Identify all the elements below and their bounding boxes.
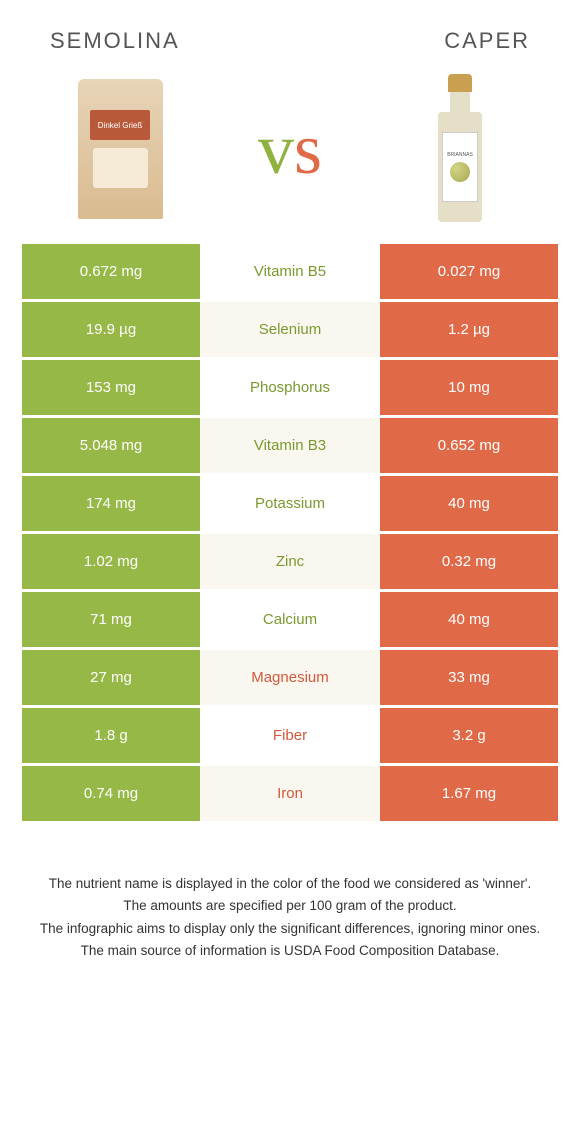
cell-right: 0.027 mg — [380, 244, 558, 299]
cell-left: 1.8 g — [22, 708, 200, 763]
cell-nutrient: Iron — [200, 766, 380, 821]
cell-right: 10 mg — [380, 360, 558, 415]
bottle-label: BRIANNAS — [442, 132, 478, 202]
cell-nutrient: Magnesium — [200, 650, 380, 705]
cell-nutrient: Potassium — [200, 476, 380, 531]
cell-nutrient: Phosphorus — [200, 360, 380, 415]
table-row: 174 mgPotassium40 mg — [22, 476, 558, 531]
table-row: 19.9 µgSelenium1.2 µg — [22, 302, 558, 357]
table-row: 71 mgCalcium40 mg — [22, 592, 558, 647]
cell-left: 27 mg — [22, 650, 200, 705]
bottle-cap — [448, 74, 472, 92]
cell-right: 33 mg — [380, 650, 558, 705]
caper-bottle-icon: BRIANNAS — [435, 74, 485, 224]
cell-right: 0.652 mg — [380, 418, 558, 473]
title-right: Caper — [444, 28, 530, 54]
vs-s: s — [294, 109, 322, 189]
cell-left: 0.672 mg — [22, 244, 200, 299]
cell-right: 40 mg — [380, 476, 558, 531]
bottle-brand: BRIANNAS — [447, 152, 473, 158]
nutrient-table: 0.672 mgVitamin B50.027 mg19.9 µgSeleniu… — [0, 244, 580, 821]
cell-right: 1.67 mg — [380, 766, 558, 821]
cell-left: 153 mg — [22, 360, 200, 415]
cell-left: 0.74 mg — [22, 766, 200, 821]
cell-nutrient: Fiber — [200, 708, 380, 763]
title-left: Semolina — [50, 28, 180, 54]
footer-line: The amounts are specified per 100 gram o… — [30, 896, 550, 916]
vs-v: v — [258, 109, 294, 189]
cell-left: 5.048 mg — [22, 418, 200, 473]
cell-right: 0.32 mg — [380, 534, 558, 589]
cell-left: 1.02 mg — [22, 534, 200, 589]
image-row: Dinkel Grieß vs BRIANNAS — [0, 64, 580, 244]
semolina-bag-icon: Dinkel Grieß — [78, 79, 163, 219]
cell-right: 1.2 µg — [380, 302, 558, 357]
table-row: 27 mgMagnesium33 mg — [22, 650, 558, 705]
table-row: 153 mgPhosphorus10 mg — [22, 360, 558, 415]
table-row: 5.048 mgVitamin B30.652 mg — [22, 418, 558, 473]
cell-nutrient: Vitamin B5 — [200, 244, 380, 299]
cell-left: 174 mg — [22, 476, 200, 531]
cell-left: 71 mg — [22, 592, 200, 647]
table-row: 0.74 mgIron1.67 mg — [22, 766, 558, 821]
grapes-icon — [450, 162, 470, 182]
bottle-neck — [450, 92, 470, 112]
cell-nutrient: Zinc — [200, 534, 380, 589]
product-image-left: Dinkel Grieß — [60, 74, 180, 224]
vs-label: vs — [258, 108, 322, 191]
bag-window — [93, 148, 148, 188]
table-row: 1.02 mgZinc0.32 mg — [22, 534, 558, 589]
table-row: 0.672 mgVitamin B50.027 mg — [22, 244, 558, 299]
header: Semolina Caper — [0, 0, 580, 64]
footer-notes: The nutrient name is displayed in the co… — [0, 824, 580, 961]
bag-label: Dinkel Grieß — [90, 110, 150, 140]
cell-nutrient: Vitamin B3 — [200, 418, 380, 473]
product-image-right: BRIANNAS — [400, 74, 520, 224]
footer-line: The main source of information is USDA F… — [30, 941, 550, 961]
cell-right: 3.2 g — [380, 708, 558, 763]
cell-right: 40 mg — [380, 592, 558, 647]
cell-nutrient: Calcium — [200, 592, 380, 647]
cell-nutrient: Selenium — [200, 302, 380, 357]
footer-line: The nutrient name is displayed in the co… — [30, 874, 550, 894]
footer-line: The infographic aims to display only the… — [30, 919, 550, 939]
bottle-body: BRIANNAS — [438, 112, 482, 222]
cell-left: 19.9 µg — [22, 302, 200, 357]
table-row: 1.8 gFiber3.2 g — [22, 708, 558, 763]
